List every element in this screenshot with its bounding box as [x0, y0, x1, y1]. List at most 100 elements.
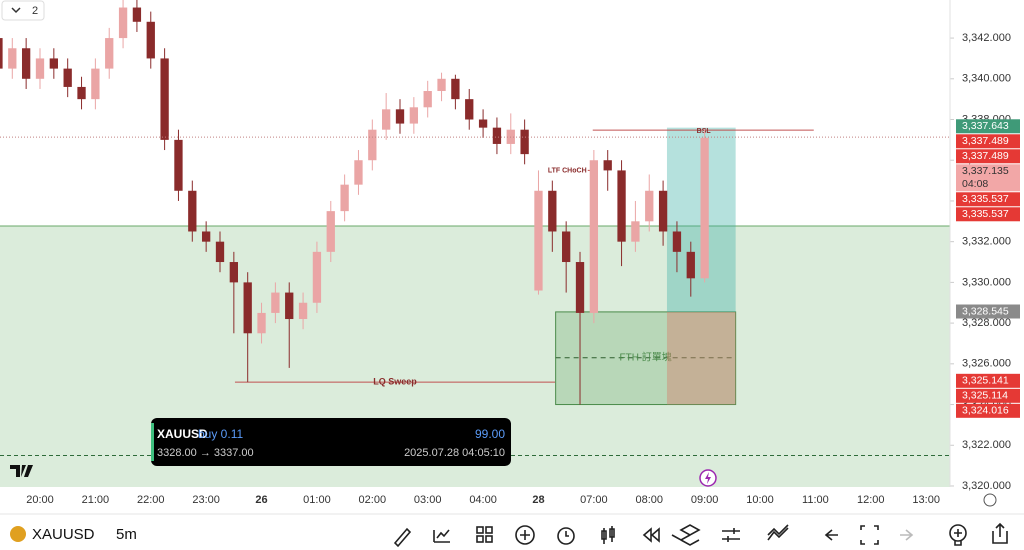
price-label: 3,325.114: [962, 390, 1008, 402]
toolbar-symbol[interactable]: XAUUSD: [32, 526, 95, 543]
price-label-bg: [956, 207, 1020, 222]
candles-icon[interactable]: [601, 526, 615, 544]
candle-body: [575, 262, 585, 313]
candle-body: [49, 58, 58, 69]
add-plus: [520, 530, 530, 540]
candle-body: [174, 139, 183, 191]
candle-body: [534, 190, 543, 291]
alert-icon[interactable]: [557, 527, 575, 545]
x-tick-label: 20:00: [26, 494, 54, 506]
candle-body: [188, 190, 197, 232]
candle-body: [77, 86, 86, 100]
panel-badge: 2: [32, 5, 38, 17]
trade-profit: 99.00: [475, 427, 505, 441]
collapse-button[interactable]: [1, 0, 45, 21]
fth-label: FTH 訂單塊: [620, 350, 672, 363]
candle-body: [700, 137, 709, 279]
watchlist-icon[interactable]: [949, 524, 967, 542]
x-tick-label: 22:00: [137, 494, 165, 506]
x-tick-label: 10:00: [746, 494, 774, 506]
share-icon[interactable]: [992, 522, 1008, 544]
price-label-bg: [956, 192, 1020, 207]
undo-icon[interactable]: [824, 529, 838, 541]
bsl-label: BSL: [697, 128, 712, 135]
x-tick-label: 28: [532, 494, 544, 506]
redo-icon[interactable]: [900, 529, 914, 541]
candle-body: [298, 302, 308, 320]
fullscreen-icon[interactable]: [860, 525, 879, 545]
trade-card-accent: [151, 423, 154, 461]
compare-icon[interactable]: [767, 524, 789, 541]
indicator-icon[interactable]: [433, 529, 450, 543]
x-tick-label: 12:00: [857, 494, 885, 506]
candle-body: [631, 221, 640, 242]
price-label-bg: [956, 149, 1020, 164]
candle-body: [451, 78, 460, 100]
candle-body: [35, 58, 45, 79]
candle-body: [395, 109, 405, 124]
candle-body: [160, 58, 169, 140]
lq-sweep-label: LQ Sweep: [373, 377, 417, 387]
price-label-bg: [956, 119, 1020, 134]
x-tick-label: 07:00: [580, 494, 608, 506]
add-icon[interactable]: [515, 525, 535, 545]
candle-body: [63, 68, 72, 87]
x-tick-label: 23:00: [192, 494, 220, 506]
grid-icon-2: [485, 526, 493, 534]
candle-body: [548, 190, 557, 232]
x-tick-label: 09:00: [691, 494, 719, 506]
price-label-bg: [956, 164, 1020, 192]
candle-body: [285, 292, 294, 320]
candle-body: [492, 127, 502, 144]
layers-icon[interactable]: [671, 524, 701, 546]
grid-icon-4: [485, 535, 493, 543]
settings-icon[interactable]: [983, 493, 997, 507]
candle-body: [118, 7, 128, 39]
candle-body: [437, 78, 446, 92]
candle-body: [201, 231, 211, 242]
price-label: 3,337.489: [962, 135, 1009, 147]
price-label: 3,337.489: [962, 150, 1009, 162]
tradingview-logo: [10, 465, 33, 477]
candle-body: [243, 282, 252, 334]
alert-hands: [565, 531, 569, 537]
x-tick-label: 26: [255, 494, 267, 506]
candle-body: [91, 68, 100, 100]
candle-body: [368, 129, 377, 161]
x-tick-label: 04:00: [469, 494, 497, 506]
candle-body: [658, 190, 668, 232]
candle-body: [8, 48, 17, 69]
trade-symbol: XAUUSD: [157, 427, 208, 441]
price-label: 3,324.016: [962, 405, 1009, 417]
price-label-bg: [956, 373, 1020, 388]
candle-body: [686, 251, 695, 279]
y-tick-label: 3,320.000: [962, 480, 1011, 492]
candle-body: [257, 312, 266, 334]
grid-icon-3: [476, 535, 484, 543]
countdown: 04:08: [962, 178, 988, 190]
grid-icon[interactable]: [476, 526, 484, 534]
x-tick-label: 11:00: [802, 494, 829, 506]
candle-body: [672, 231, 682, 252]
trade-card[interactable]: [151, 418, 511, 466]
symbol-icon: [10, 526, 26, 542]
candle-body: [478, 119, 488, 128]
replay-icon[interactable]: [642, 527, 660, 543]
trade-prices: 3328.00 → 3337.00: [157, 447, 254, 459]
candle-body: [215, 241, 225, 263]
x-tick-label: 02:00: [359, 494, 387, 506]
candle-body: [617, 170, 626, 242]
draw-icon[interactable]: [393, 527, 412, 548]
candle-body: [340, 184, 349, 212]
y-tick-label: 3,342.000: [962, 32, 1011, 44]
toolbar-icons: [393, 522, 1008, 548]
price-label: 3,328.545: [962, 305, 1009, 317]
watchlist-plus: [954, 529, 962, 546]
y-tick-label: 3,340.000: [962, 73, 1011, 85]
settings-sliders-icon[interactable]: [722, 528, 740, 542]
price-label-bg: [956, 388, 1020, 403]
toolbar-timeframe[interactable]: 5m: [116, 526, 137, 543]
